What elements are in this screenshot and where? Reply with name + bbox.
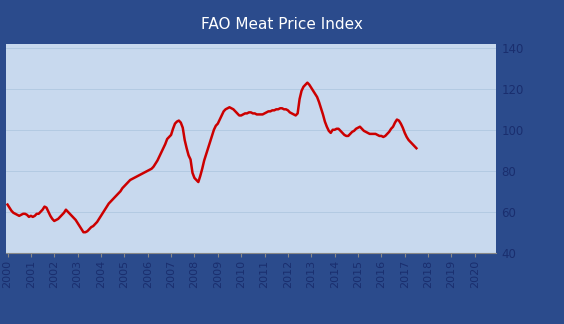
Text: FAO Meat Price Index: FAO Meat Price Index: [201, 17, 363, 31]
